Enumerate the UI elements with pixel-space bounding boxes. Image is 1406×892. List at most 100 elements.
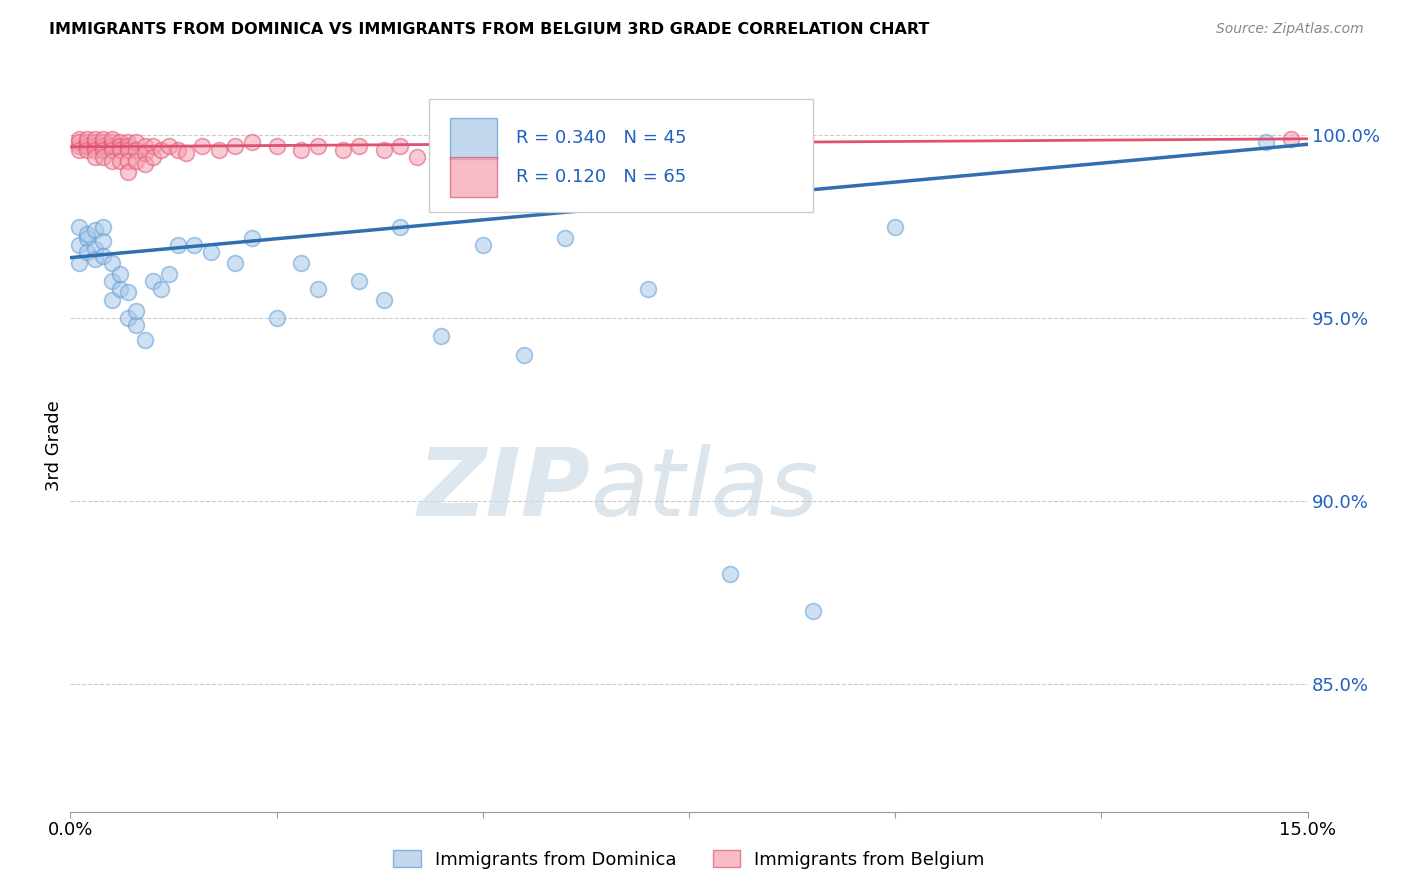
Immigrants from Belgium	[224, 139, 246, 153]
Immigrants from Dominica	[224, 256, 246, 270]
Immigrants from Dominica	[117, 285, 139, 300]
Immigrants from Belgium	[117, 136, 139, 150]
Bar	[450, 157, 498, 197]
Immigrants from Dominica	[67, 256, 90, 270]
Immigrants from Dominica	[150, 282, 173, 296]
Immigrants from Dominica	[125, 303, 148, 318]
Immigrants from Belgium	[125, 153, 148, 168]
Text: IMMIGRANTS FROM DOMINICA VS IMMIGRANTS FROM BELGIUM 3RD GRADE CORRELATION CHART: IMMIGRANTS FROM DOMINICA VS IMMIGRANTS F…	[49, 22, 929, 37]
Immigrants from Dominica	[183, 237, 205, 252]
Immigrants from Belgium	[554, 139, 576, 153]
Immigrants from Dominica	[91, 249, 114, 263]
Immigrants from Belgium	[430, 139, 453, 153]
Immigrants from Belgium	[76, 139, 98, 153]
Immigrants from Belgium	[100, 132, 122, 146]
Immigrants from Belgium	[91, 139, 114, 153]
Immigrants from Belgium	[117, 139, 139, 153]
Immigrants from Dominica	[84, 242, 107, 256]
Immigrants from Belgium	[142, 139, 165, 153]
Immigrants from Belgium	[117, 164, 139, 178]
Immigrants from Dominica	[1256, 136, 1278, 150]
Immigrants from Belgium	[67, 132, 90, 146]
FancyBboxPatch shape	[429, 99, 813, 212]
Immigrants from Dominica	[166, 237, 188, 252]
Immigrants from Belgium	[84, 132, 107, 146]
Immigrants from Belgium	[266, 139, 288, 153]
Immigrants from Dominica	[637, 282, 659, 296]
Immigrants from Dominica	[389, 219, 412, 234]
Immigrants from Dominica	[67, 219, 90, 234]
Immigrants from Belgium	[108, 136, 131, 150]
Immigrants from Belgium	[84, 139, 107, 153]
Immigrants from Dominica	[76, 245, 98, 260]
Immigrants from Belgium	[76, 132, 98, 146]
Immigrants from Dominica	[266, 310, 288, 325]
Immigrants from Belgium	[134, 157, 156, 171]
Immigrants from Dominica	[718, 566, 741, 581]
Text: ZIP: ZIP	[418, 444, 591, 536]
Immigrants from Belgium	[142, 150, 165, 164]
Text: Source: ZipAtlas.com: Source: ZipAtlas.com	[1216, 22, 1364, 37]
Immigrants from Belgium	[191, 139, 214, 153]
Immigrants from Belgium	[100, 139, 122, 153]
Immigrants from Belgium	[67, 143, 90, 157]
Immigrants from Dominica	[471, 237, 494, 252]
Immigrants from Belgium	[174, 146, 197, 161]
Immigrants from Belgium	[347, 139, 370, 153]
Immigrants from Belgium	[134, 146, 156, 161]
Immigrants from Dominica	[76, 230, 98, 244]
Immigrants from Belgium	[84, 150, 107, 164]
Immigrants from Dominica	[91, 234, 114, 248]
Immigrants from Belgium	[513, 143, 536, 157]
Immigrants from Belgium	[91, 143, 114, 157]
Immigrants from Dominica	[884, 219, 907, 234]
Immigrants from Belgium	[637, 139, 659, 153]
Immigrants from Belgium	[91, 136, 114, 150]
Immigrants from Dominica	[84, 223, 107, 237]
Immigrants from Belgium	[718, 143, 741, 157]
Immigrants from Belgium	[290, 143, 312, 157]
Immigrants from Dominica	[100, 293, 122, 307]
Legend: Immigrants from Dominica, Immigrants from Belgium: Immigrants from Dominica, Immigrants fro…	[387, 843, 991, 876]
Immigrants from Belgium	[1279, 132, 1302, 146]
Immigrants from Belgium	[100, 143, 122, 157]
Immigrants from Belgium	[471, 139, 494, 153]
Immigrants from Dominica	[801, 603, 824, 617]
Immigrants from Belgium	[332, 143, 354, 157]
Immigrants from Belgium	[84, 136, 107, 150]
Immigrants from Dominica	[108, 282, 131, 296]
Immigrants from Belgium	[84, 143, 107, 157]
Immigrants from Dominica	[347, 274, 370, 288]
Immigrants from Belgium	[405, 150, 427, 164]
Immigrants from Belgium	[100, 153, 122, 168]
Immigrants from Dominica	[91, 219, 114, 234]
Y-axis label: 3rd Grade: 3rd Grade	[45, 401, 63, 491]
Immigrants from Belgium	[240, 136, 263, 150]
Immigrants from Belgium	[91, 132, 114, 146]
Immigrants from Dominica	[200, 245, 222, 260]
Immigrants from Belgium	[108, 139, 131, 153]
Immigrants from Dominica	[100, 274, 122, 288]
Immigrants from Dominica	[290, 256, 312, 270]
Immigrants from Belgium	[134, 139, 156, 153]
Immigrants from Belgium	[389, 139, 412, 153]
Immigrants from Belgium	[76, 143, 98, 157]
Immigrants from Dominica	[554, 230, 576, 244]
Immigrants from Belgium	[67, 139, 90, 153]
Immigrants from Dominica	[513, 347, 536, 361]
Immigrants from Belgium	[373, 143, 395, 157]
Immigrants from Dominica	[157, 267, 180, 281]
Bar	[450, 119, 498, 159]
Immigrants from Dominica	[373, 293, 395, 307]
Immigrants from Dominica	[100, 256, 122, 270]
Immigrants from Belgium	[125, 136, 148, 150]
Text: R = 0.340   N = 45: R = 0.340 N = 45	[516, 129, 686, 147]
Immigrants from Dominica	[67, 237, 90, 252]
Text: atlas: atlas	[591, 444, 818, 535]
Immigrants from Dominica	[125, 318, 148, 333]
Immigrants from Dominica	[430, 329, 453, 343]
Immigrants from Belgium	[166, 143, 188, 157]
Immigrants from Dominica	[76, 227, 98, 241]
Immigrants from Dominica	[142, 274, 165, 288]
Immigrants from Dominica	[84, 252, 107, 267]
